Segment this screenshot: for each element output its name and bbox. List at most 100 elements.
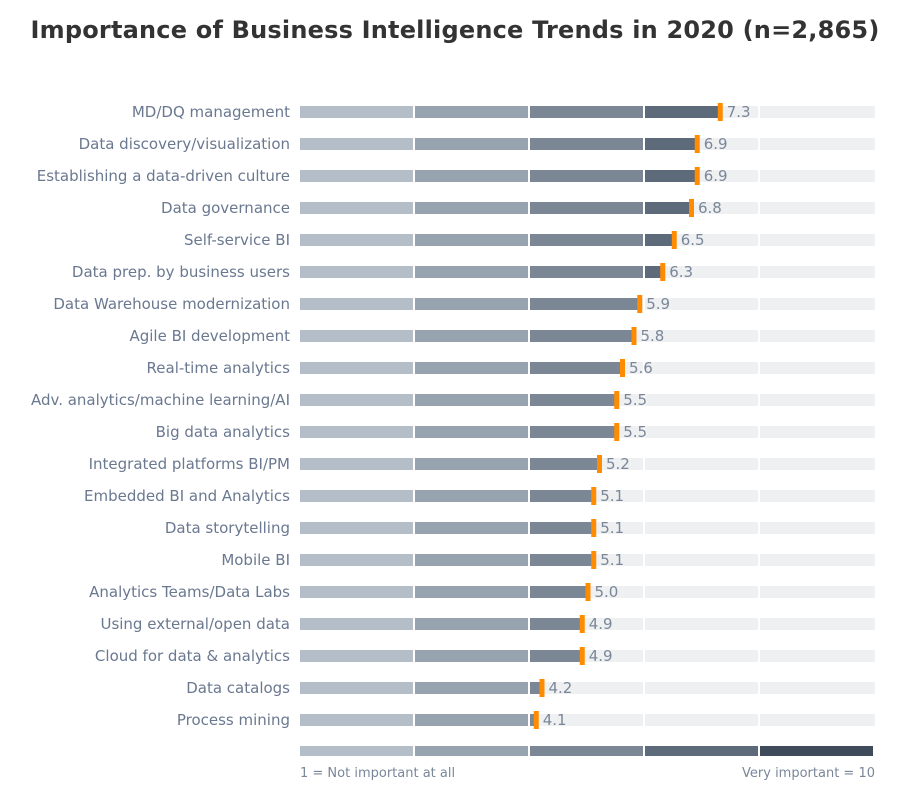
bar-segment bbox=[415, 458, 528, 470]
value-marker bbox=[717, 103, 723, 121]
category-label: Data storytelling bbox=[165, 519, 290, 537]
segment-gap bbox=[413, 330, 415, 342]
scale-max-label: Very important = 10 bbox=[742, 766, 875, 781]
bar-segment bbox=[530, 426, 617, 438]
bar-segment bbox=[530, 202, 643, 214]
value-marker bbox=[591, 551, 597, 569]
value-label: 6.3 bbox=[669, 263, 693, 281]
segment-gap bbox=[413, 554, 415, 566]
bar-segment bbox=[300, 522, 413, 534]
bar-segment bbox=[530, 490, 594, 502]
segment-gap bbox=[413, 170, 415, 182]
bar-segment bbox=[415, 554, 528, 566]
category-label: Cloud for data & analytics bbox=[95, 647, 290, 665]
segment-gap bbox=[413, 202, 415, 214]
value-label: 5.5 bbox=[623, 391, 647, 409]
bar-segment bbox=[530, 266, 643, 278]
bar-segment bbox=[530, 714, 536, 726]
segment-gap bbox=[643, 266, 645, 278]
value-marker bbox=[579, 615, 585, 633]
bar-segment bbox=[530, 618, 582, 630]
segment-gap bbox=[528, 394, 530, 406]
segment-gap bbox=[528, 682, 530, 694]
bar-segment bbox=[530, 170, 643, 182]
segment-gap bbox=[758, 106, 760, 118]
segment-gap bbox=[528, 554, 530, 566]
segment-gap bbox=[643, 426, 645, 438]
bar-segment bbox=[415, 618, 528, 630]
segment-gap bbox=[413, 426, 415, 438]
category-label: Integrated platforms BI/PM bbox=[89, 455, 290, 473]
bar-segment bbox=[415, 394, 528, 406]
bar-segment bbox=[300, 426, 413, 438]
value-marker bbox=[597, 455, 602, 473]
segment-gap bbox=[413, 266, 415, 278]
category-label: Adv. analytics/machine learning/AI bbox=[31, 391, 290, 409]
segment-gap bbox=[643, 650, 645, 662]
bar-segment bbox=[530, 330, 634, 342]
segment-gap bbox=[528, 714, 530, 726]
segment-gap bbox=[528, 266, 530, 278]
bar-segment bbox=[415, 266, 528, 278]
bar-segment bbox=[530, 650, 582, 662]
category-label: Data prep. by business users bbox=[72, 263, 290, 281]
segment-gap bbox=[528, 298, 530, 310]
value-label: 6.9 bbox=[704, 167, 728, 185]
bar-segment bbox=[415, 170, 528, 182]
bar-segment bbox=[530, 522, 594, 534]
bar-segment bbox=[415, 650, 528, 662]
value-label: 5.1 bbox=[600, 487, 624, 505]
segment-gap bbox=[643, 234, 645, 246]
segment-gap bbox=[643, 330, 645, 342]
bar-segment bbox=[415, 202, 528, 214]
value-label: 4.1 bbox=[543, 711, 567, 729]
category-label: MD/DQ management bbox=[132, 103, 290, 121]
segment-gap bbox=[758, 202, 760, 214]
segment-gap bbox=[413, 106, 415, 118]
segment-gap bbox=[413, 394, 415, 406]
bar-segment bbox=[415, 330, 528, 342]
bar-segment bbox=[300, 458, 413, 470]
bar-segment bbox=[645, 170, 697, 182]
value-label: 6.5 bbox=[681, 231, 705, 249]
bar-segment bbox=[530, 106, 643, 118]
bar-segment bbox=[300, 586, 413, 598]
segment-gap bbox=[758, 554, 760, 566]
segment-gap bbox=[758, 298, 760, 310]
segment-gap bbox=[528, 586, 530, 598]
bar-segment bbox=[300, 362, 413, 374]
value-label: 5.8 bbox=[641, 327, 665, 345]
segment-gap bbox=[643, 106, 645, 118]
bar-segment bbox=[300, 298, 413, 310]
value-label: 5.0 bbox=[595, 583, 619, 601]
segment-gap bbox=[413, 298, 415, 310]
bar-segment bbox=[300, 330, 413, 342]
category-label: Data governance bbox=[161, 199, 290, 217]
bar-segment bbox=[415, 298, 528, 310]
value-marker bbox=[533, 711, 539, 729]
segment-gap bbox=[528, 426, 530, 438]
segment-gap bbox=[758, 650, 760, 662]
segment-gap bbox=[643, 170, 645, 182]
bar-segment bbox=[415, 522, 528, 534]
bar-segment bbox=[415, 362, 528, 374]
bar-segment bbox=[300, 490, 413, 502]
category-label: Self-service BI bbox=[184, 231, 290, 249]
bar-segment bbox=[530, 394, 617, 406]
value-label: 5.6 bbox=[629, 359, 653, 377]
bar-segment bbox=[415, 138, 528, 150]
bar-segment bbox=[530, 682, 542, 694]
category-label: Mobile BI bbox=[221, 551, 290, 569]
bar-segment bbox=[300, 106, 413, 118]
bar-segment bbox=[530, 298, 640, 310]
segment-gap bbox=[528, 458, 530, 470]
segment-gap bbox=[528, 106, 530, 118]
scale-segment bbox=[300, 746, 413, 756]
bar-segment bbox=[645, 138, 697, 150]
value-marker bbox=[591, 519, 597, 537]
segment-gap bbox=[643, 714, 645, 726]
value-marker bbox=[631, 327, 637, 345]
bar-segment bbox=[530, 586, 588, 598]
segment-gap bbox=[413, 522, 415, 534]
